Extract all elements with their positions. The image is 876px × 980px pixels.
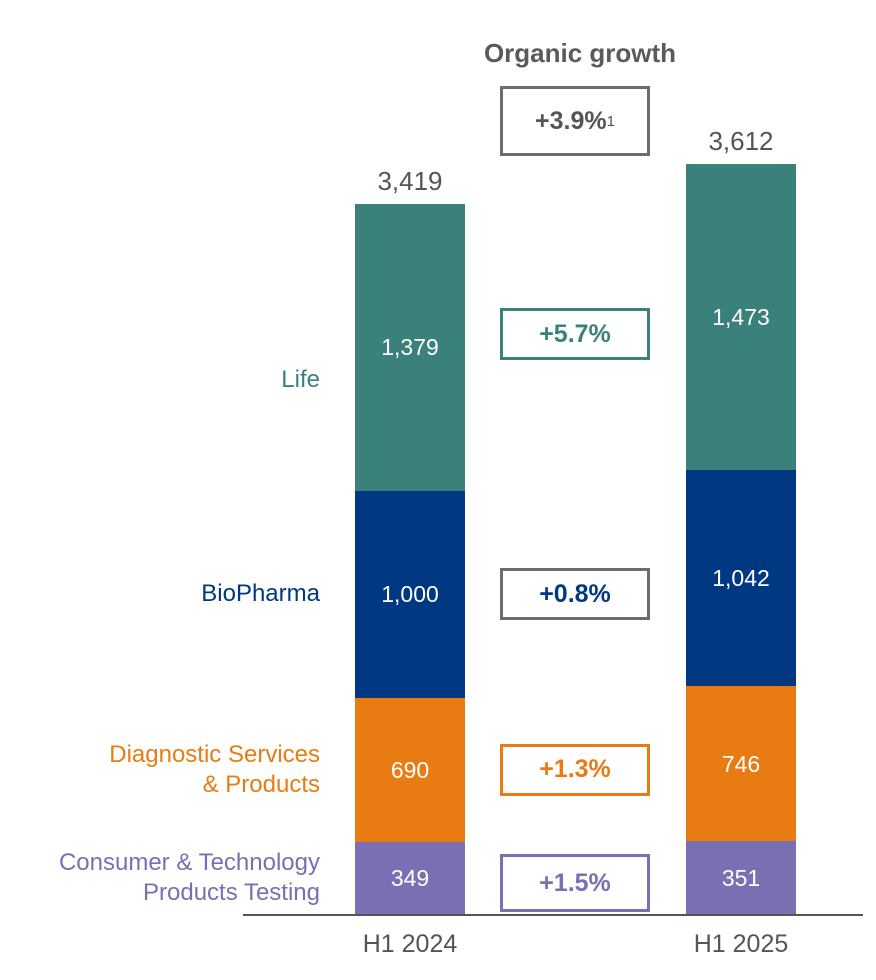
series-label-line: BioPharma: [201, 580, 320, 608]
value-label-life-h1-2024: 1,379: [381, 334, 439, 361]
value-label-consumer-technology-products-testing-h1-2025: 351: [721, 864, 761, 891]
growth-value-biopharma: +0.8%: [539, 579, 611, 608]
series-label-diagnostic-services-products: Diagnostic Services & Products: [0, 740, 320, 800]
series-label-line: Products Testing: [143, 878, 320, 906]
growth-value-diagnostic-services-products: +1.3%: [539, 755, 611, 784]
total-growth-footnote: 1: [606, 112, 615, 130]
growth-box-diagnostic-services-products: +1.3%: [500, 743, 650, 796]
bar-segment-consumer-technology-products-testing-h1-2024: [355, 841, 465, 914]
series-label-life: Life: [0, 365, 320, 395]
growth-box-consumer-technology-products-testing: +1.5%: [500, 854, 650, 912]
total-growth-box: +3.9% 1: [500, 86, 650, 156]
value-label-diagnostic-services-products-h1-2024: 690: [390, 756, 430, 783]
value-label-consumer-technology-products-testing-h1-2024: 349: [390, 864, 430, 891]
bar-segment-diagnostic-services-products-h1-2025: [686, 686, 796, 842]
total-label-h1-2025: 3,612: [708, 126, 774, 156]
bar-segment-diagnostic-services-products-h1-2024: [355, 698, 465, 842]
x-axis-line: [243, 914, 863, 916]
series-label-consumer-technology-products-testing: Consumer & Technology Products Testing: [0, 848, 320, 908]
growth-value-life: +5.7%: [539, 319, 611, 348]
bar-segment-biopharma-h1-2025: [686, 469, 796, 687]
series-label-line: & Products: [202, 770, 320, 798]
x-tick-h1-2025: H1 2025: [693, 930, 789, 958]
total-growth-value: +3.9%: [535, 106, 607, 135]
value-label-biopharma-h1-2024: 1,000: [381, 581, 439, 608]
bar-segment-consumer-technology-products-testing-h1-2025: [686, 841, 796, 914]
growth-box-biopharma: +0.8%: [500, 568, 650, 621]
chart-title: Organic growth: [483, 38, 677, 68]
bar-segment-life-h1-2025: [686, 164, 796, 470]
value-label-biopharma-h1-2025: 1,042: [712, 565, 770, 592]
bar-segment-life-h1-2024: [355, 204, 465, 491]
growth-value-consumer-technology-products-testing: +1.5%: [539, 868, 611, 897]
value-label-life-h1-2025: 1,473: [712, 303, 770, 330]
series-label-biopharma: BioPharma: [0, 579, 320, 609]
growth-box-life: +5.7%: [500, 308, 650, 360]
total-label-h1-2024: 3,419: [377, 166, 443, 197]
series-label-line: Diagnostic Services: [109, 740, 320, 768]
x-tick-h1-2024: H1 2024: [362, 930, 458, 958]
series-label-line: Life: [281, 366, 320, 394]
bar-segment-biopharma-h1-2024: [355, 490, 465, 699]
series-label-line: Consumer & Technology: [58, 848, 320, 876]
value-label-diagnostic-services-products-h1-2025: 746: [721, 750, 761, 777]
